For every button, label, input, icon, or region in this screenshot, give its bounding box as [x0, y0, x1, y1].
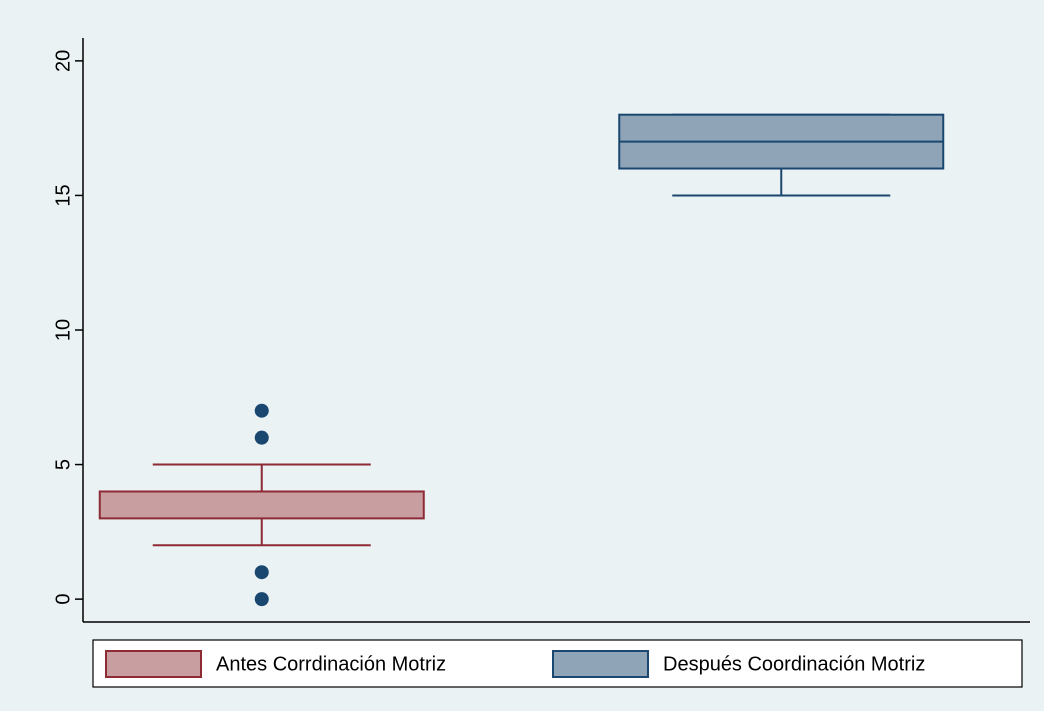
legend-label: Después Coordinación Motriz — [663, 653, 925, 675]
legend-swatch — [552, 650, 649, 678]
y-tick-label: 10 — [52, 319, 74, 341]
outlier — [254, 592, 269, 607]
y-tick-label: 20 — [52, 50, 74, 72]
legend-swatch — [105, 650, 202, 678]
legend-label: Antes Corrdinación Motriz — [216, 653, 446, 675]
y-tick-label: 0 — [52, 594, 74, 605]
y-tick-label: 15 — [52, 184, 74, 206]
outlier — [254, 403, 269, 418]
y-tick-label: 5 — [52, 459, 74, 470]
outlier — [254, 430, 269, 445]
outlier — [254, 565, 269, 580]
box — [98, 490, 425, 520]
